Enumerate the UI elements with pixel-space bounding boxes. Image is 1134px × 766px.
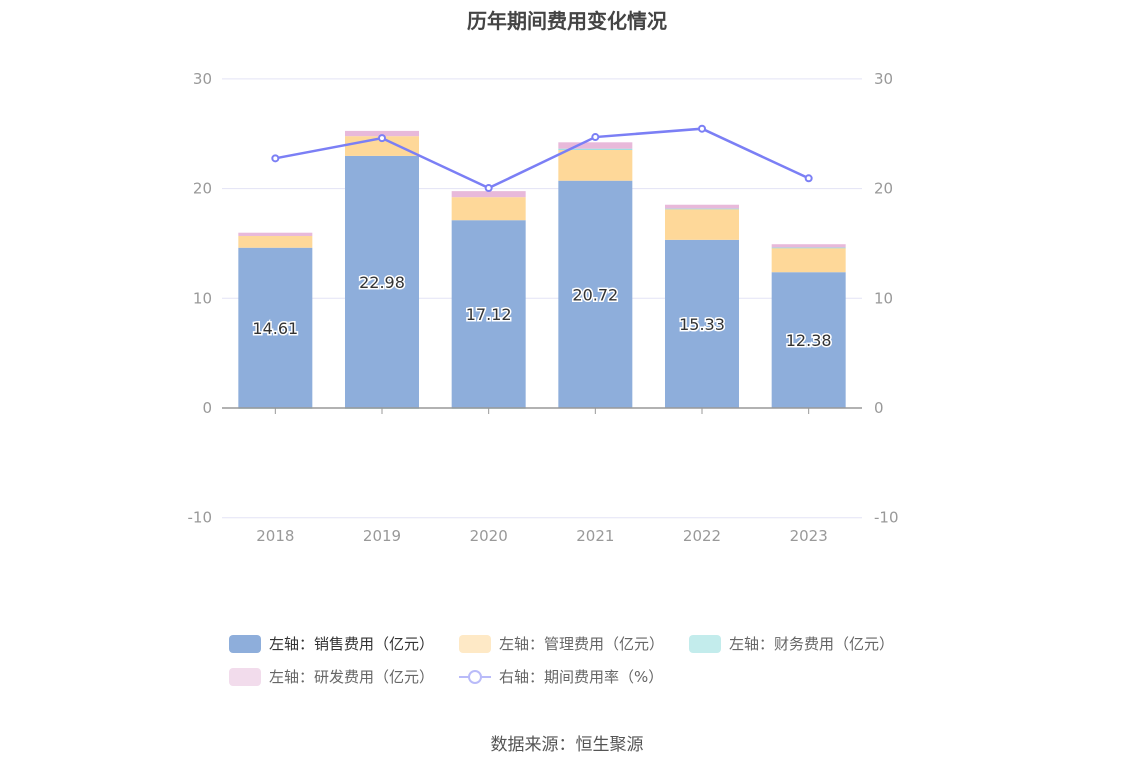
bar-segment [665, 209, 739, 240]
line-point [804, 174, 813, 183]
legend-swatch [229, 634, 261, 653]
bar-segment [665, 208, 739, 210]
legend-item-rate[interactable]: 右轴：期间费用率（%） [459, 666, 663, 687]
legend-label: 左轴：管理费用（亿元） [499, 635, 665, 653]
bar-segment [771, 247, 846, 249]
y-right-tick-label: -10 [874, 509, 899, 527]
bar-data-label: 14.61 [252, 319, 298, 338]
x-tick-label: 2018 [256, 527, 294, 545]
legend-swatch [459, 634, 491, 653]
bar-segment [558, 148, 633, 150]
line-point [378, 134, 386, 143]
bar-data-label: 20.72 [572, 285, 618, 304]
bar-segment [451, 197, 526, 221]
y-right-tick-label: 0 [874, 399, 884, 417]
line-marker-icon [459, 669, 491, 684]
bar-segment [558, 149, 633, 181]
legend-item-sales[interactable]: 左轴：销售费用（亿元） [229, 633, 434, 654]
bar-segment [451, 191, 526, 198]
bar-segment [771, 248, 846, 273]
chart-title: 历年期间费用变化情况 [467, 9, 667, 33]
bar-segment [558, 180, 633, 408]
legend-label: 右轴：期间费用率（%） [499, 668, 664, 686]
line-point [591, 133, 600, 142]
x-tick-label: 2020 [470, 527, 508, 545]
y-left-tick-label: -10 [188, 509, 213, 527]
line-point [271, 154, 280, 163]
x-tick-label: 2022 [683, 527, 721, 545]
x-tick-label: 2021 [576, 527, 614, 545]
bar-segment [238, 232, 313, 236]
legend-item-admin[interactable]: 左轴：管理费用（亿元） [459, 633, 664, 654]
x-tick-label: 2023 [790, 527, 828, 545]
chart-plot: -10 0 10 20 30 -10 0 10 20 30 14.61 2018 22.98 2019 17… [188, 70, 899, 545]
x-tick-label: 2019 [363, 527, 401, 545]
bar-segment [345, 130, 419, 137]
bar-segment [238, 247, 313, 408]
bar-data-label: 22.98 [359, 273, 405, 292]
y-left-tick-label: 10 [193, 289, 212, 307]
y-left-tick-label: 20 [193, 180, 212, 198]
bar-data-label: 15.33 [679, 315, 725, 334]
line-point [698, 124, 706, 133]
legend-label: 左轴：销售费用（亿元） [269, 635, 435, 653]
legend-swatch [689, 634, 721, 653]
legend-item-finance[interactable]: 左轴：财务费用（亿元） [689, 633, 894, 654]
bar-data-label: 12.38 [786, 331, 832, 350]
legend-swatch [229, 667, 261, 686]
y-left-tick-label: 0 [202, 399, 212, 417]
y-right-tick-label: 30 [874, 70, 893, 88]
bar-segment [771, 244, 846, 248]
y-right-tick-label: 20 [874, 180, 893, 198]
y-left-tick-label: 30 [193, 70, 212, 88]
y-right-tick-label: 10 [874, 289, 893, 307]
legend-item-rd[interactable]: 左轴：研发费用（亿元） [229, 666, 434, 687]
line-point [484, 184, 493, 193]
bar-segment [238, 235, 313, 248]
bar-segment [665, 204, 739, 209]
legend-label: 左轴：财务费用（亿元） [729, 635, 895, 653]
data-source: 数据来源：恒生聚源 [490, 735, 644, 755]
legend-label: 左轴：研发费用（亿元） [269, 668, 435, 686]
bar-data-label: 17.12 [466, 305, 512, 324]
bar-segment [345, 155, 419, 408]
bar-segment [451, 220, 526, 408]
line-series [275, 127, 810, 190]
bar-segment [665, 239, 739, 408]
bar-segment [771, 272, 846, 408]
bar-segment [558, 142, 633, 149]
